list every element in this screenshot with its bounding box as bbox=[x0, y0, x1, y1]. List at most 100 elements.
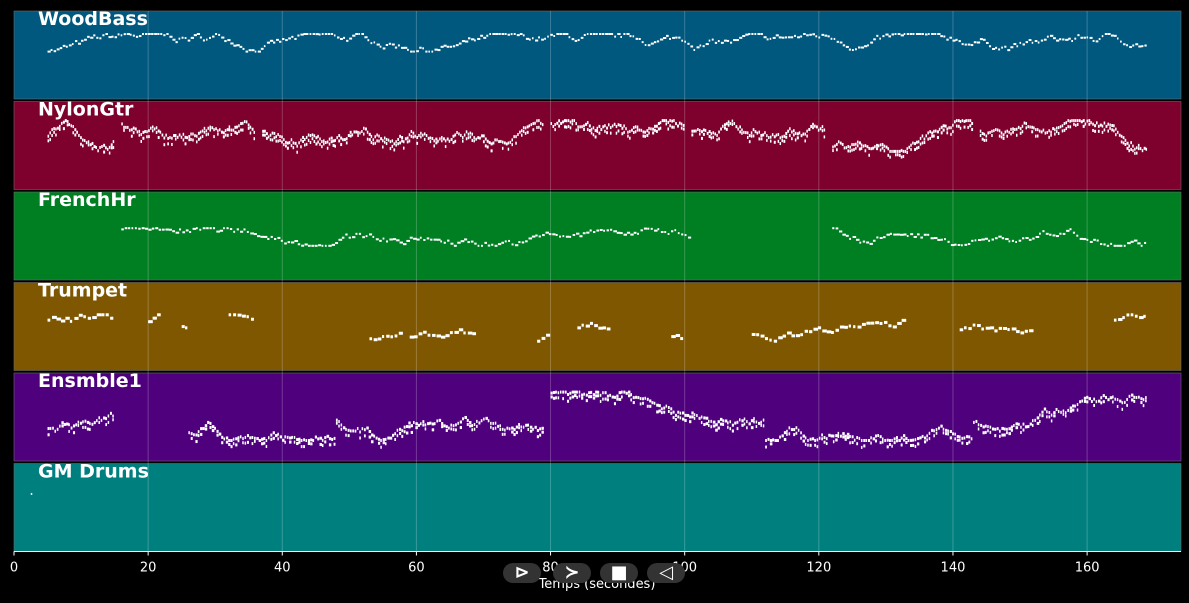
note bbox=[1093, 238, 1096, 241]
note bbox=[338, 139, 341, 143]
note bbox=[1069, 406, 1073, 410]
note bbox=[795, 334, 801, 338]
note bbox=[130, 134, 133, 138]
note bbox=[985, 134, 988, 138]
note bbox=[768, 136, 770, 140]
note bbox=[272, 431, 275, 435]
note bbox=[347, 133, 350, 137]
note bbox=[431, 422, 435, 426]
note bbox=[724, 419, 728, 423]
note bbox=[389, 436, 393, 440]
note bbox=[195, 433, 198, 437]
note bbox=[433, 238, 438, 241]
note bbox=[1120, 140, 1123, 144]
note bbox=[236, 131, 238, 135]
note bbox=[952, 123, 954, 127]
note bbox=[499, 424, 501, 428]
note bbox=[476, 419, 478, 423]
note bbox=[72, 125, 74, 129]
note bbox=[1079, 237, 1084, 240]
note bbox=[1082, 119, 1085, 123]
note bbox=[505, 142, 508, 146]
note bbox=[307, 133, 310, 137]
note bbox=[254, 50, 257, 53]
note bbox=[585, 393, 588, 397]
note bbox=[1053, 414, 1056, 418]
note bbox=[653, 41, 657, 44]
note bbox=[1086, 238, 1089, 241]
note bbox=[1004, 130, 1007, 134]
note bbox=[802, 434, 806, 438]
note bbox=[684, 413, 687, 417]
note bbox=[1006, 129, 1009, 133]
note bbox=[844, 325, 848, 329]
note bbox=[1003, 427, 1006, 431]
note bbox=[1098, 38, 1101, 41]
note bbox=[47, 139, 50, 143]
note bbox=[1095, 400, 1098, 404]
note bbox=[851, 441, 854, 445]
note bbox=[579, 125, 581, 129]
note bbox=[366, 426, 369, 430]
note bbox=[835, 438, 838, 442]
note bbox=[521, 241, 525, 244]
note bbox=[697, 128, 699, 132]
note bbox=[87, 143, 90, 147]
note bbox=[723, 126, 726, 130]
note bbox=[216, 433, 219, 437]
note bbox=[870, 441, 872, 445]
note bbox=[172, 38, 176, 41]
note bbox=[221, 435, 224, 439]
note bbox=[874, 434, 878, 438]
note bbox=[639, 397, 642, 401]
note bbox=[527, 423, 529, 427]
note bbox=[391, 144, 394, 148]
x-tick-label: 160 bbox=[1075, 561, 1100, 576]
note bbox=[507, 33, 510, 36]
note bbox=[604, 391, 607, 395]
note bbox=[281, 140, 283, 144]
note bbox=[356, 427, 359, 431]
note bbox=[105, 313, 109, 317]
back-button[interactable]: ◁ bbox=[647, 563, 685, 583]
note bbox=[403, 140, 405, 144]
note bbox=[1017, 422, 1020, 426]
note bbox=[386, 334, 390, 338]
note bbox=[754, 130, 757, 134]
note bbox=[123, 33, 126, 36]
note bbox=[891, 149, 893, 153]
note bbox=[324, 244, 327, 247]
note bbox=[455, 44, 459, 47]
rewind-button[interactable]: ⊳ bbox=[503, 563, 541, 583]
note bbox=[875, 321, 880, 325]
note bbox=[664, 231, 667, 234]
note bbox=[792, 129, 795, 133]
note bbox=[891, 33, 895, 36]
note bbox=[66, 120, 69, 124]
note bbox=[894, 33, 897, 35]
note bbox=[242, 128, 244, 132]
note bbox=[1137, 242, 1141, 245]
note bbox=[710, 419, 712, 423]
note bbox=[772, 36, 776, 39]
play-button[interactable]: ≻ bbox=[553, 563, 591, 583]
note bbox=[68, 44, 72, 47]
note bbox=[682, 411, 685, 415]
note bbox=[82, 425, 84, 429]
stop-button[interactable]: ■ bbox=[600, 563, 638, 583]
note bbox=[401, 429, 404, 433]
note bbox=[291, 435, 293, 439]
note bbox=[763, 36, 767, 39]
note bbox=[98, 420, 101, 424]
note bbox=[727, 120, 730, 124]
note bbox=[345, 233, 348, 236]
note bbox=[1015, 133, 1018, 137]
note bbox=[563, 119, 567, 123]
note bbox=[275, 434, 278, 438]
note bbox=[1036, 416, 1040, 420]
note bbox=[460, 133, 462, 137]
note bbox=[1004, 45, 1007, 48]
note bbox=[309, 141, 312, 145]
note bbox=[1090, 399, 1093, 403]
note bbox=[394, 334, 398, 338]
